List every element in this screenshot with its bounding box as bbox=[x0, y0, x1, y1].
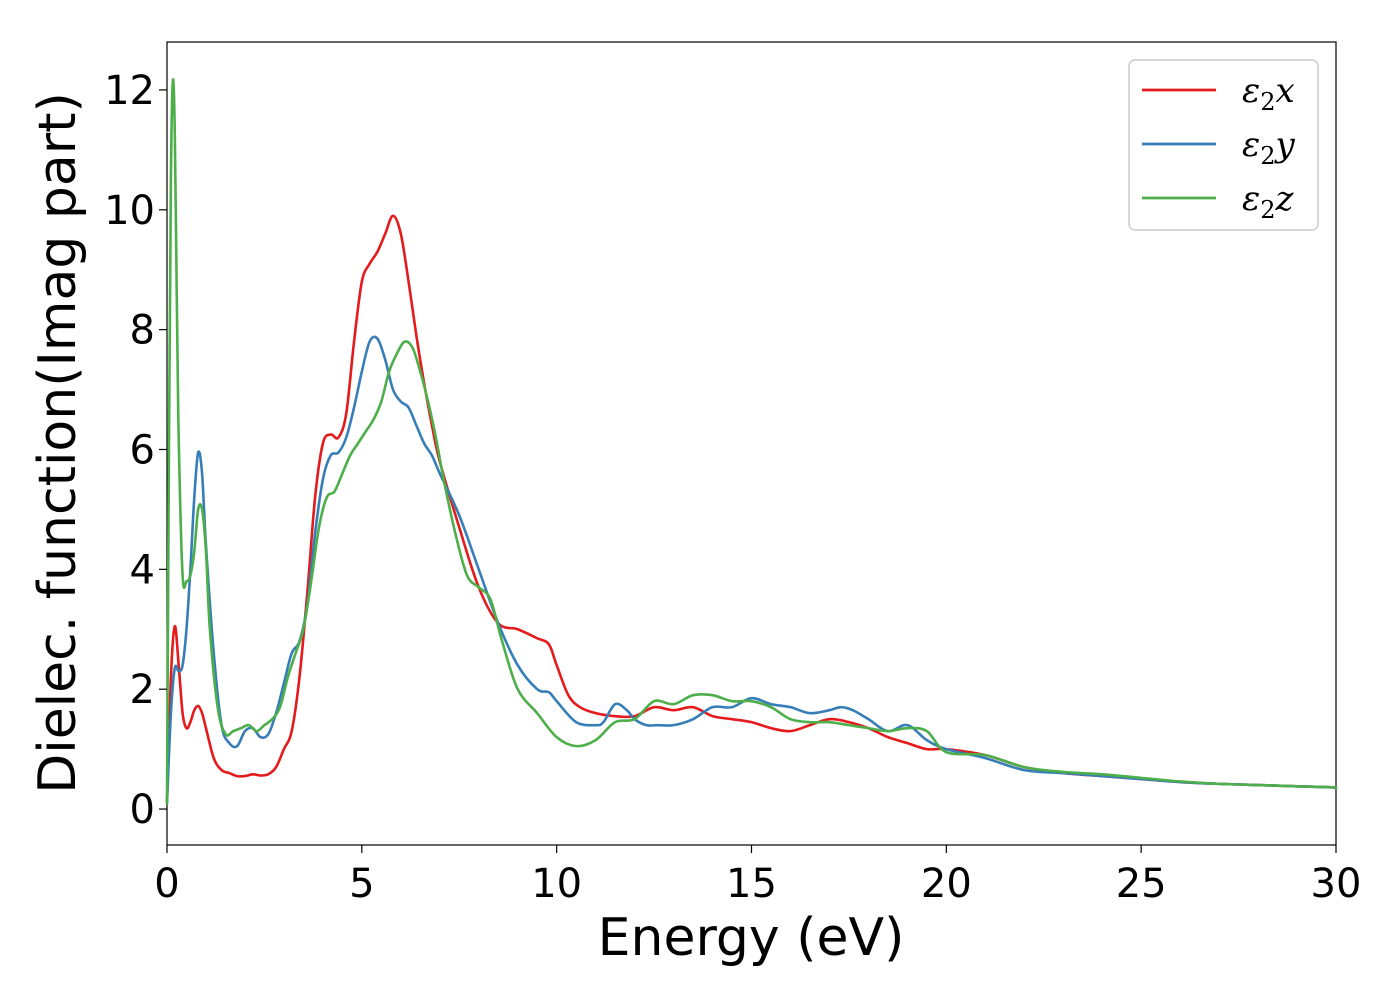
x-axis-ticks: 0 5 10 15 20 25 30 bbox=[154, 845, 1361, 907]
x-tick-label: 10 bbox=[531, 861, 582, 907]
x-tick-label: 15 bbox=[726, 861, 777, 907]
series-line-y bbox=[165, 335, 1338, 805]
y-tick-label: 4 bbox=[130, 547, 155, 593]
legend-label-z: ε2z bbox=[1242, 179, 1295, 224]
series-layer bbox=[165, 78, 1338, 805]
y-axis-ticks: 0 2 4 6 8 10 12 bbox=[104, 68, 167, 833]
x-tick-label: 20 bbox=[921, 861, 972, 907]
x-tick-label: 0 bbox=[154, 861, 179, 907]
legend-label-suffix: x bbox=[1276, 71, 1295, 111]
y-tick-label: 2 bbox=[130, 667, 155, 713]
legend-label-base: ε bbox=[1242, 71, 1260, 111]
legend-label-y: ε2y bbox=[1242, 125, 1296, 170]
legend-label-base: ε bbox=[1242, 179, 1260, 219]
series-line-z bbox=[165, 78, 1338, 805]
x-tick-label: 25 bbox=[1116, 861, 1167, 907]
x-tick-label: 5 bbox=[349, 861, 374, 907]
y-tick-label: 6 bbox=[130, 427, 155, 473]
legend-label-suffix: y bbox=[1274, 125, 1296, 165]
series-line-x bbox=[165, 214, 1338, 805]
y-tick-label: 10 bbox=[104, 188, 155, 234]
y-tick-label: 12 bbox=[104, 68, 155, 114]
legend-label-subscript: 2 bbox=[1260, 196, 1275, 224]
legend-label-subscript: 2 bbox=[1260, 88, 1275, 116]
legend-box bbox=[1128, 59, 1319, 231]
x-tick-label: 30 bbox=[1311, 861, 1362, 907]
x-axis-title: Energy (eV) bbox=[598, 908, 905, 968]
legend-label-suffix: z bbox=[1275, 179, 1295, 219]
legend-label-subscript: 2 bbox=[1260, 142, 1275, 170]
legend-label-x: ε2x bbox=[1242, 71, 1295, 116]
y-axis-title: Dielec. function(Imag part) bbox=[28, 92, 88, 794]
legend-label-base: ε bbox=[1242, 125, 1260, 165]
y-tick-label: 8 bbox=[130, 308, 155, 354]
y-tick-label: 0 bbox=[130, 787, 155, 833]
